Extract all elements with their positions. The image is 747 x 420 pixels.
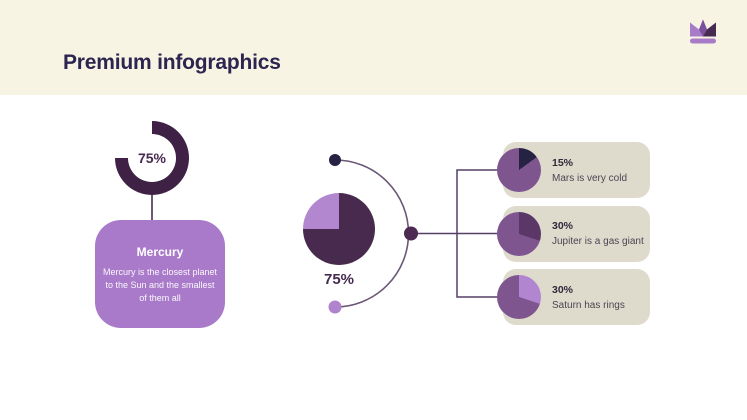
info-row-texts: 30% Saturn has rings: [552, 269, 625, 325]
row-label: Saturn has rings: [552, 299, 625, 311]
mercury-card-description: Mercury is the closest planet to the Sun…: [102, 267, 218, 304]
donut-chart-mercury: 75%: [115, 121, 189, 195]
row-label: Jupiter is a gas giant: [552, 236, 644, 247]
branch-connectors: [411, 169, 499, 298]
mini-pie-jupiter: [497, 211, 541, 256]
pie-percent-label: 75%: [323, 271, 355, 288]
info-row-texts: 15% Mars is very cold: [552, 142, 627, 198]
header-band: Premium infographics: [0, 0, 747, 95]
crown-icon: [690, 19, 716, 44]
pie-chart-center: [303, 193, 375, 265]
info-row-jupiter: 30% Jupiter is a gas giant: [497, 205, 653, 262]
info-row-texts: 30% Jupiter is a gas giant: [552, 206, 644, 262]
arc-dot-bottom: [328, 300, 342, 314]
page-title: Premium infographics: [63, 51, 281, 74]
info-row-saturn: 30% Saturn has rings: [497, 269, 653, 325]
arc-dot-top: [329, 154, 341, 166]
mercury-card: Mercury Mercury is the closest planet to…: [95, 220, 225, 328]
row-label: Mars is very cold: [552, 172, 628, 184]
mercury-card-title: Mercury: [136, 245, 184, 259]
donut-percent-label: 75%: [137, 150, 167, 166]
row-percent: 15%: [552, 156, 574, 169]
mini-pie-mars: [497, 148, 541, 192]
arc-dot-middle: [404, 226, 418, 241]
mini-pie-saturn: [497, 275, 541, 319]
row-percent: 30%: [552, 220, 574, 232]
donut-hole: 75%: [128, 134, 176, 182]
info-row-mars: 15% Mars is very cold: [497, 142, 653, 198]
row-percent: 30%: [552, 283, 574, 296]
